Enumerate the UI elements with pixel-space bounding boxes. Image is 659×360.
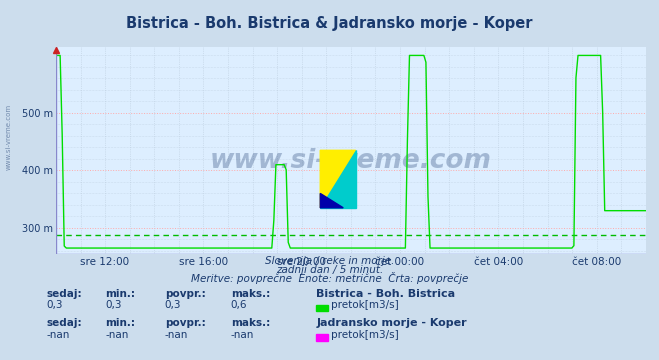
- Text: min.:: min.:: [105, 289, 136, 299]
- Text: povpr.:: povpr.:: [165, 318, 206, 328]
- Text: zadnji dan / 5 minut.: zadnji dan / 5 minut.: [276, 265, 383, 275]
- Text: sedaj:: sedaj:: [46, 289, 82, 299]
- Text: Jadransko morje - Koper: Jadransko morje - Koper: [316, 318, 467, 328]
- Text: povpr.:: povpr.:: [165, 289, 206, 299]
- Text: -nan: -nan: [46, 330, 69, 340]
- Polygon shape: [320, 150, 356, 208]
- Text: 0,3: 0,3: [105, 300, 122, 310]
- Polygon shape: [320, 150, 356, 208]
- Text: sedaj:: sedaj:: [46, 318, 82, 328]
- Text: maks.:: maks.:: [231, 318, 270, 328]
- Text: Meritve: povprečne  Enote: metrične  Črta: povprečje: Meritve: povprečne Enote: metrične Črta:…: [191, 272, 468, 284]
- Text: -nan: -nan: [231, 330, 254, 340]
- Text: www.si-vreme.com: www.si-vreme.com: [210, 148, 492, 174]
- Text: maks.:: maks.:: [231, 289, 270, 299]
- Text: min.:: min.:: [105, 318, 136, 328]
- Text: Slovenija / reke in morje.: Slovenija / reke in morje.: [265, 256, 394, 266]
- Text: pretok[m3/s]: pretok[m3/s]: [331, 300, 399, 310]
- Text: Bistrica - Boh. Bistrica: Bistrica - Boh. Bistrica: [316, 289, 455, 299]
- Text: 0,3: 0,3: [46, 300, 63, 310]
- Text: 0,6: 0,6: [231, 300, 247, 310]
- Text: Bistrica - Boh. Bistrica & Jadransko morje - Koper: Bistrica - Boh. Bistrica & Jadransko mor…: [127, 16, 532, 31]
- Text: -nan: -nan: [105, 330, 129, 340]
- Polygon shape: [320, 193, 343, 208]
- Text: 0,3: 0,3: [165, 300, 181, 310]
- Text: pretok[m3/s]: pretok[m3/s]: [331, 330, 399, 340]
- Text: -nan: -nan: [165, 330, 188, 340]
- Text: www.si-vreme.com: www.si-vreme.com: [5, 104, 11, 170]
